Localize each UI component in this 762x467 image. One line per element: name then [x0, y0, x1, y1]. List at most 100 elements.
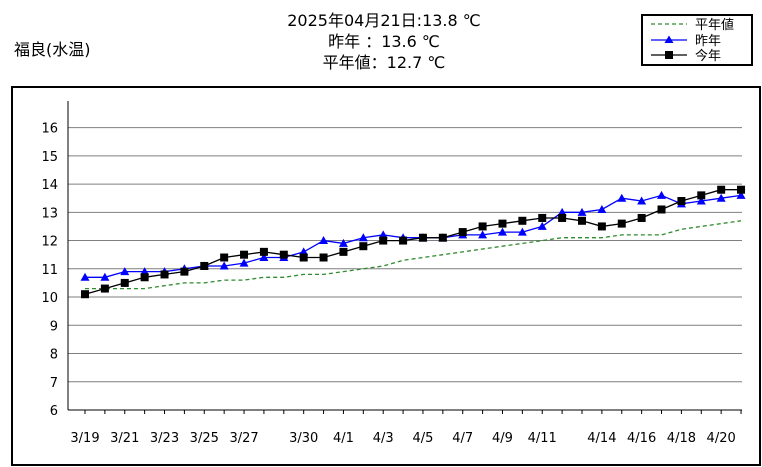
- point-last-year: [120, 267, 130, 276]
- y-tick-label: 11: [41, 263, 58, 278]
- point-last-year: [338, 238, 348, 247]
- x-tick-label: 3/21: [110, 431, 139, 446]
- legend-square-icon: [665, 51, 673, 59]
- point-this-year: [279, 250, 288, 259]
- x-tick-label: 4/7: [452, 431, 473, 446]
- point-this-year: [737, 185, 746, 194]
- point-this-year: [200, 261, 209, 270]
- series-line-normal: [85, 220, 742, 290]
- point-this-year: [538, 213, 547, 222]
- point-last-year: [716, 193, 726, 202]
- point-last-year: [577, 207, 587, 216]
- point-this-year: [498, 219, 507, 228]
- point-this-year: [140, 273, 149, 282]
- y-tick-label: 6: [50, 404, 58, 419]
- legend-lastyear-label: 昨年: [695, 34, 721, 49]
- x-tick-label: 3/23: [150, 431, 179, 446]
- point-this-year: [518, 216, 527, 225]
- y-tick-label: 14: [41, 178, 58, 193]
- point-last-year: [517, 227, 527, 236]
- point-last-year: [736, 190, 746, 199]
- x-tick-label: 4/14: [587, 431, 616, 446]
- point-last-year: [478, 230, 488, 239]
- series-line-last-year: [85, 194, 742, 278]
- point-last-year: [259, 253, 269, 261]
- point-last-year: [537, 221, 547, 230]
- plot-frame: [11, 86, 761, 466]
- point-this-year: [81, 290, 89, 299]
- series-line-this-year: [84, 189, 741, 295]
- point-last-year: [358, 233, 368, 242]
- point-this-year: [578, 216, 586, 225]
- point-this-year: [220, 253, 229, 262]
- x-tick-label: 4/20: [707, 431, 736, 446]
- point-last-year: [80, 272, 90, 281]
- point-last-year: [100, 272, 110, 281]
- point-this-year: [637, 213, 646, 222]
- y-tick-label: 9: [50, 319, 58, 334]
- point-this-year: [597, 222, 606, 231]
- reading-summary: 2025年04月21日:13.8 ℃ 昨年 ：13.6 ℃ 平年値：12.7 ℃: [256, 10, 512, 73]
- today-reading: 2025年04月21日:13.8 ℃: [287, 11, 481, 30]
- point-last-year: [319, 236, 329, 245]
- x-tick-label: 4/1: [333, 431, 354, 446]
- station-name: 福良(水温): [14, 40, 91, 59]
- x-tick-label: 4/18: [667, 431, 696, 446]
- point-this-year: [418, 233, 427, 242]
- point-this-year: [478, 222, 487, 231]
- legend-triangle-icon: [664, 35, 674, 43]
- point-last-year: [617, 193, 627, 202]
- point-this-year: [458, 228, 467, 237]
- axes: [67, 101, 742, 414]
- point-this-year: [160, 270, 169, 279]
- point-last-year: [299, 247, 309, 256]
- point-last-year: [597, 204, 607, 213]
- x-tick-label: 4/3: [373, 431, 394, 446]
- normal-reading: 平年値：12.7 ℃: [322, 53, 446, 72]
- point-this-year: [180, 267, 189, 276]
- y-tick-label: 16: [41, 122, 58, 137]
- x-tick-labels: 3/19 3/21 3/23 3/25 3/27 3/30 4/1 4/3 4/5 4/7 4/9 4…: [70, 431, 735, 446]
- point-last-year: [378, 230, 388, 239]
- point-this-year: [259, 247, 268, 256]
- series-layer: [80, 185, 746, 299]
- point-this-year: [379, 236, 388, 245]
- point-this-year: [120, 278, 129, 287]
- point-this-year: [717, 185, 726, 194]
- x-tick-label: 3/19: [70, 431, 99, 446]
- x-tick-label: 3/25: [190, 431, 219, 446]
- point-last-year: [239, 258, 249, 267]
- x-tick-label: 4/11: [528, 431, 557, 446]
- y-tick-label: 7: [50, 376, 58, 391]
- point-this-year: [438, 233, 447, 242]
- point-last-year: [696, 196, 706, 205]
- x-tick-label: 4/9: [492, 431, 513, 446]
- point-this-year: [359, 242, 368, 251]
- legend-normal-label: 平年値: [695, 17, 734, 33]
- y-tick-labels: 6 7 8 9 10 11 12 13 14 15 16: [41, 122, 58, 419]
- point-this-year: [100, 284, 109, 293]
- last-year-reading: 昨年 ：13.6 ℃: [328, 32, 440, 51]
- point-this-year: [677, 197, 686, 206]
- legend: 平年値 昨年 今年: [641, 14, 753, 66]
- y-tick-label: 13: [41, 206, 58, 221]
- point-last-year: [219, 261, 229, 270]
- point-this-year: [558, 213, 567, 222]
- point-this-year: [339, 247, 348, 256]
- point-last-year: [657, 190, 667, 199]
- point-this-year: [240, 250, 249, 259]
- point-this-year: [399, 236, 408, 245]
- y-tick-label: 10: [41, 291, 58, 306]
- point-this-year: [319, 253, 328, 262]
- y-tick-label: 12: [41, 235, 58, 250]
- point-this-year: [299, 253, 308, 262]
- y-tick-label: 15: [41, 150, 58, 165]
- x-tick-label: 4/5: [412, 431, 433, 446]
- point-last-year: [140, 267, 150, 276]
- y-tick-label: 8: [50, 348, 58, 363]
- point-this-year: [697, 191, 706, 200]
- point-last-year: [637, 196, 647, 205]
- point-this-year: [657, 205, 666, 214]
- x-tick-label: 3/27: [229, 431, 258, 446]
